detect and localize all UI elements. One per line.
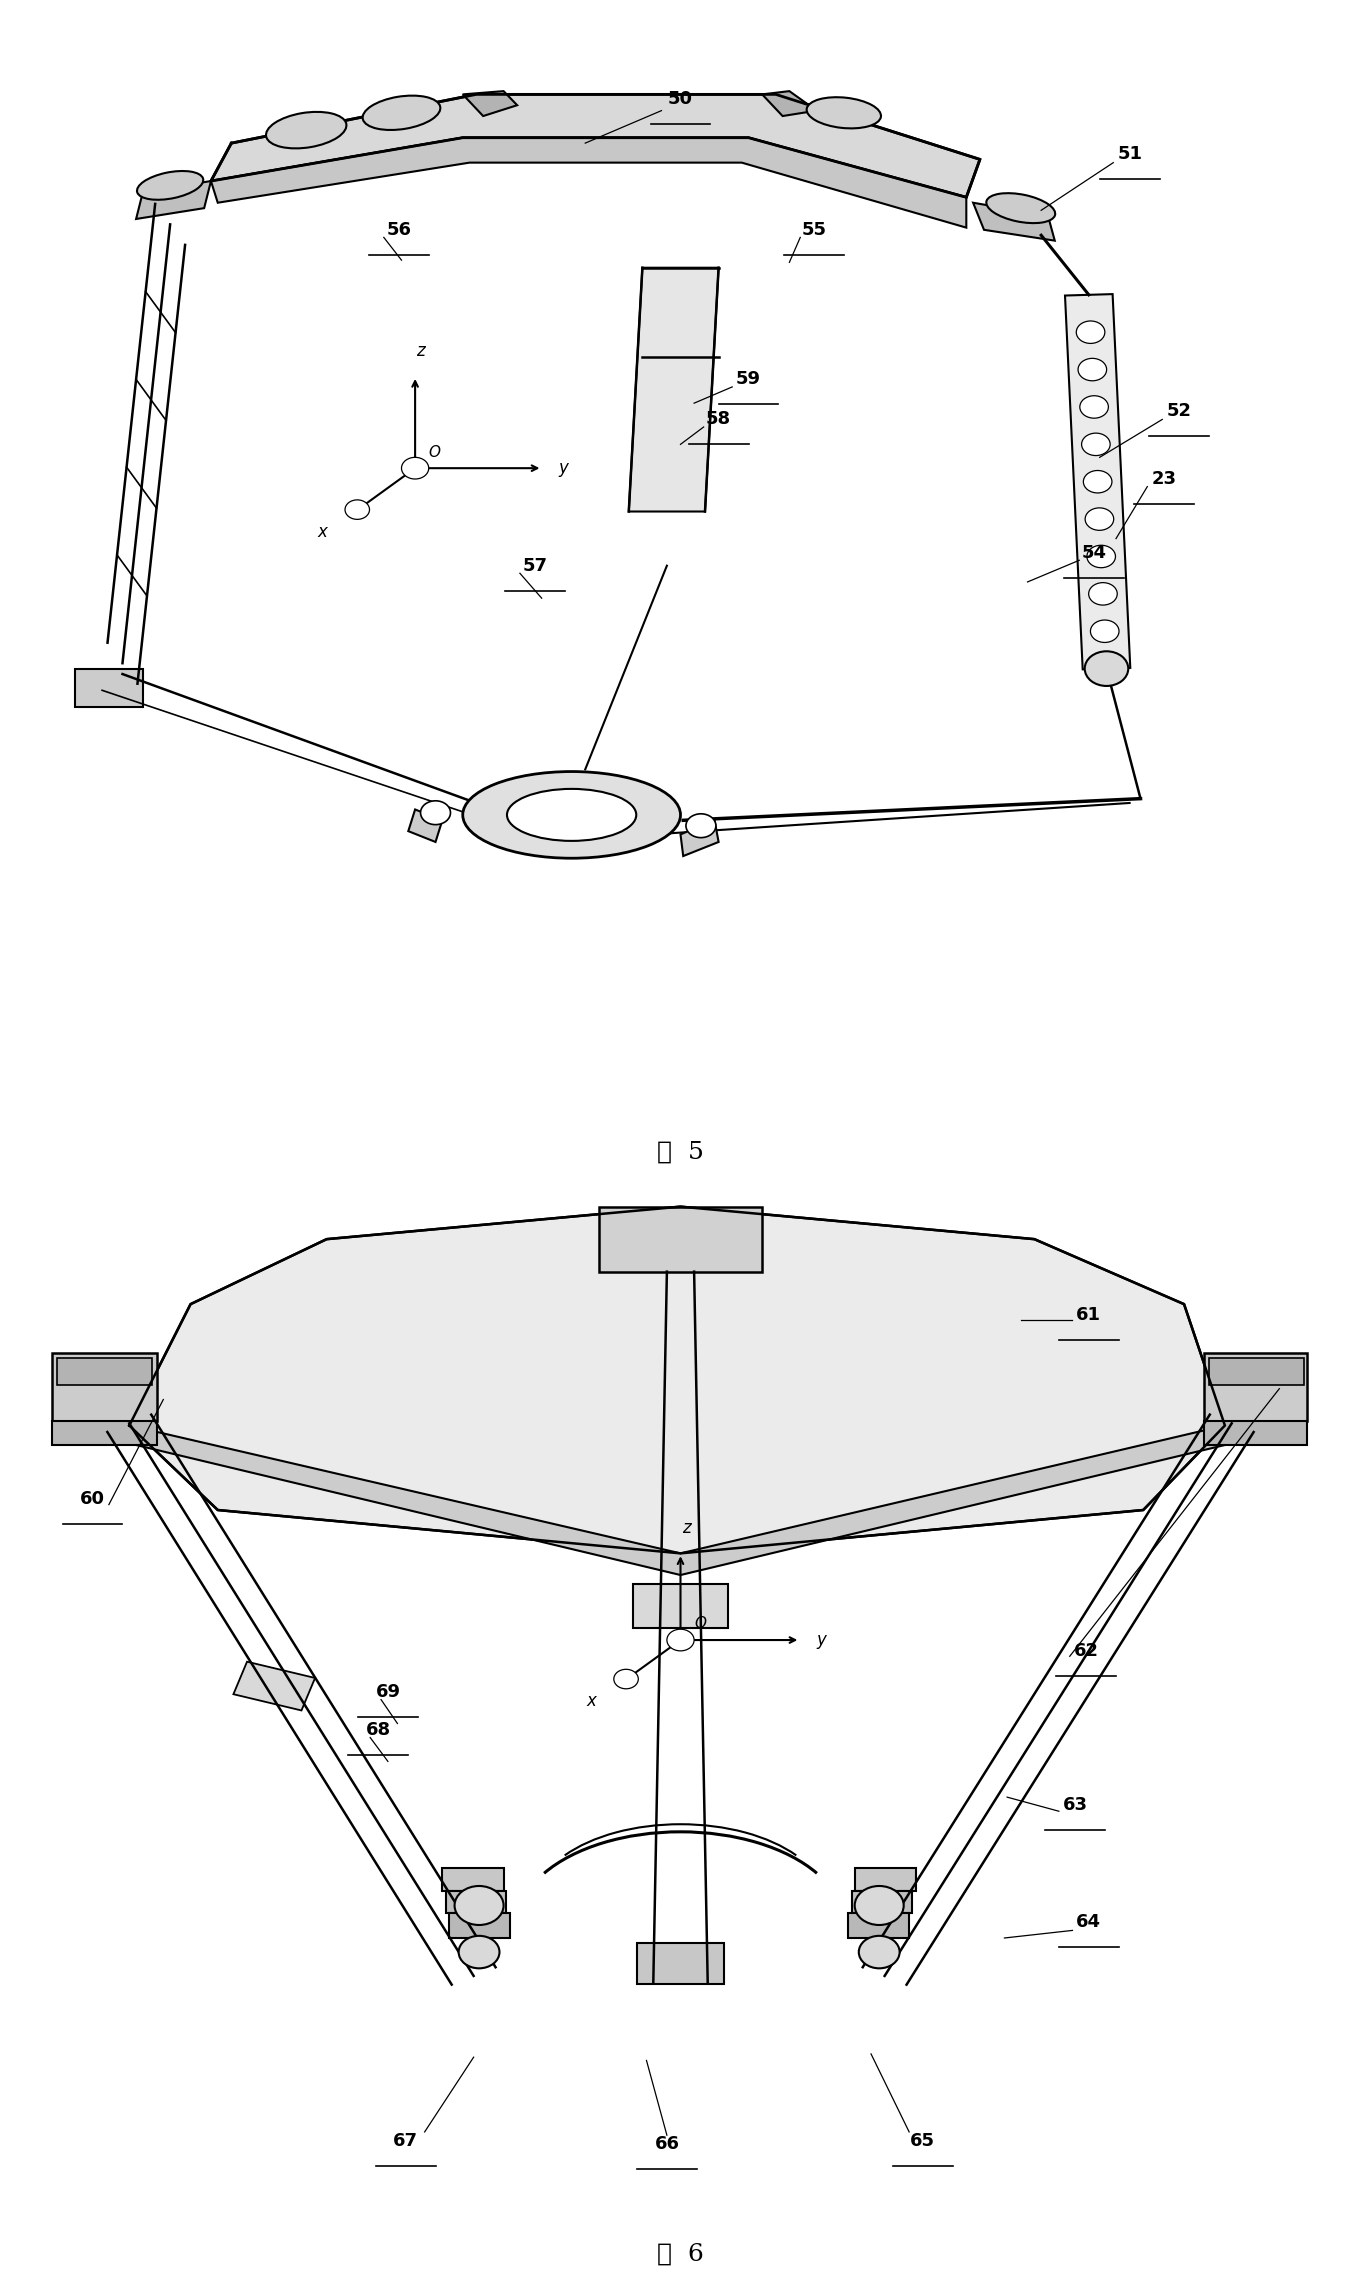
Ellipse shape (987, 194, 1055, 224)
Polygon shape (855, 1868, 916, 1891)
Polygon shape (136, 180, 211, 219)
Polygon shape (211, 94, 980, 196)
Ellipse shape (807, 98, 881, 128)
Text: 52: 52 (1166, 401, 1191, 420)
Circle shape (459, 1937, 499, 1969)
Text: 63: 63 (1063, 1795, 1087, 1813)
Text: 60: 60 (80, 1489, 105, 1508)
Text: 图  5: 图 5 (657, 1140, 704, 1163)
Polygon shape (1066, 294, 1130, 668)
Ellipse shape (1089, 582, 1117, 604)
Polygon shape (680, 821, 719, 855)
Polygon shape (52, 1353, 157, 1421)
Ellipse shape (1083, 470, 1112, 493)
Polygon shape (408, 810, 442, 842)
Text: z: z (416, 342, 425, 360)
Polygon shape (449, 1914, 510, 1939)
Polygon shape (211, 137, 966, 228)
Polygon shape (637, 1943, 724, 1984)
Polygon shape (629, 267, 719, 511)
Polygon shape (633, 1585, 728, 1629)
Text: 67: 67 (393, 2133, 418, 2149)
Circle shape (667, 1629, 694, 1651)
Polygon shape (233, 1661, 314, 1711)
Text: 56: 56 (387, 221, 411, 240)
Polygon shape (442, 1868, 504, 1891)
Ellipse shape (1078, 358, 1106, 381)
Text: 58: 58 (706, 411, 731, 429)
Polygon shape (129, 1207, 1225, 1553)
Text: y: y (817, 1631, 826, 1649)
Text: 50: 50 (668, 89, 693, 107)
Text: x: x (587, 1693, 596, 1711)
Text: 68: 68 (366, 1720, 391, 1738)
Circle shape (855, 1886, 904, 1925)
Polygon shape (446, 1891, 506, 1914)
Text: 图  6: 图 6 (657, 2242, 704, 2265)
Text: 57: 57 (523, 557, 547, 575)
Text: 62: 62 (1074, 1642, 1098, 1661)
Ellipse shape (1087, 545, 1116, 568)
Ellipse shape (1079, 395, 1108, 417)
Polygon shape (463, 91, 517, 116)
Circle shape (401, 456, 429, 479)
Circle shape (614, 1670, 638, 1688)
Circle shape (455, 1886, 504, 1925)
Polygon shape (1204, 1353, 1307, 1421)
Text: 61: 61 (1077, 1307, 1101, 1323)
Text: O: O (429, 445, 441, 458)
Circle shape (421, 801, 450, 826)
Polygon shape (599, 1207, 762, 1271)
Polygon shape (973, 203, 1055, 242)
Circle shape (859, 1937, 900, 1969)
Ellipse shape (1085, 509, 1113, 529)
Circle shape (686, 814, 716, 837)
Polygon shape (129, 1426, 1225, 1574)
Text: 55: 55 (802, 221, 826, 240)
Text: 59: 59 (736, 370, 761, 388)
Text: 64: 64 (1077, 1914, 1101, 1930)
Polygon shape (75, 668, 143, 707)
Text: 54: 54 (1082, 543, 1106, 561)
Polygon shape (848, 1914, 909, 1939)
Circle shape (1085, 652, 1128, 687)
Ellipse shape (1090, 620, 1119, 643)
Polygon shape (52, 1421, 157, 1446)
Text: 69: 69 (376, 1683, 400, 1702)
Circle shape (344, 500, 369, 520)
Text: 51: 51 (1117, 146, 1142, 162)
Text: O: O (694, 1617, 706, 1631)
Ellipse shape (506, 789, 636, 842)
Ellipse shape (1082, 433, 1111, 456)
Text: z: z (682, 1519, 690, 1537)
Text: 65: 65 (911, 2133, 935, 2149)
Polygon shape (1204, 1421, 1307, 1446)
Ellipse shape (463, 771, 680, 858)
Text: x: x (317, 522, 327, 541)
Text: 66: 66 (655, 2135, 679, 2153)
Ellipse shape (265, 112, 347, 148)
Ellipse shape (362, 96, 441, 130)
Ellipse shape (137, 171, 203, 201)
Polygon shape (852, 1891, 912, 1914)
Polygon shape (1209, 1357, 1304, 1385)
Text: y: y (558, 458, 569, 477)
Polygon shape (57, 1357, 152, 1385)
Polygon shape (762, 91, 817, 116)
Ellipse shape (1077, 322, 1105, 344)
Text: 23: 23 (1151, 470, 1176, 488)
